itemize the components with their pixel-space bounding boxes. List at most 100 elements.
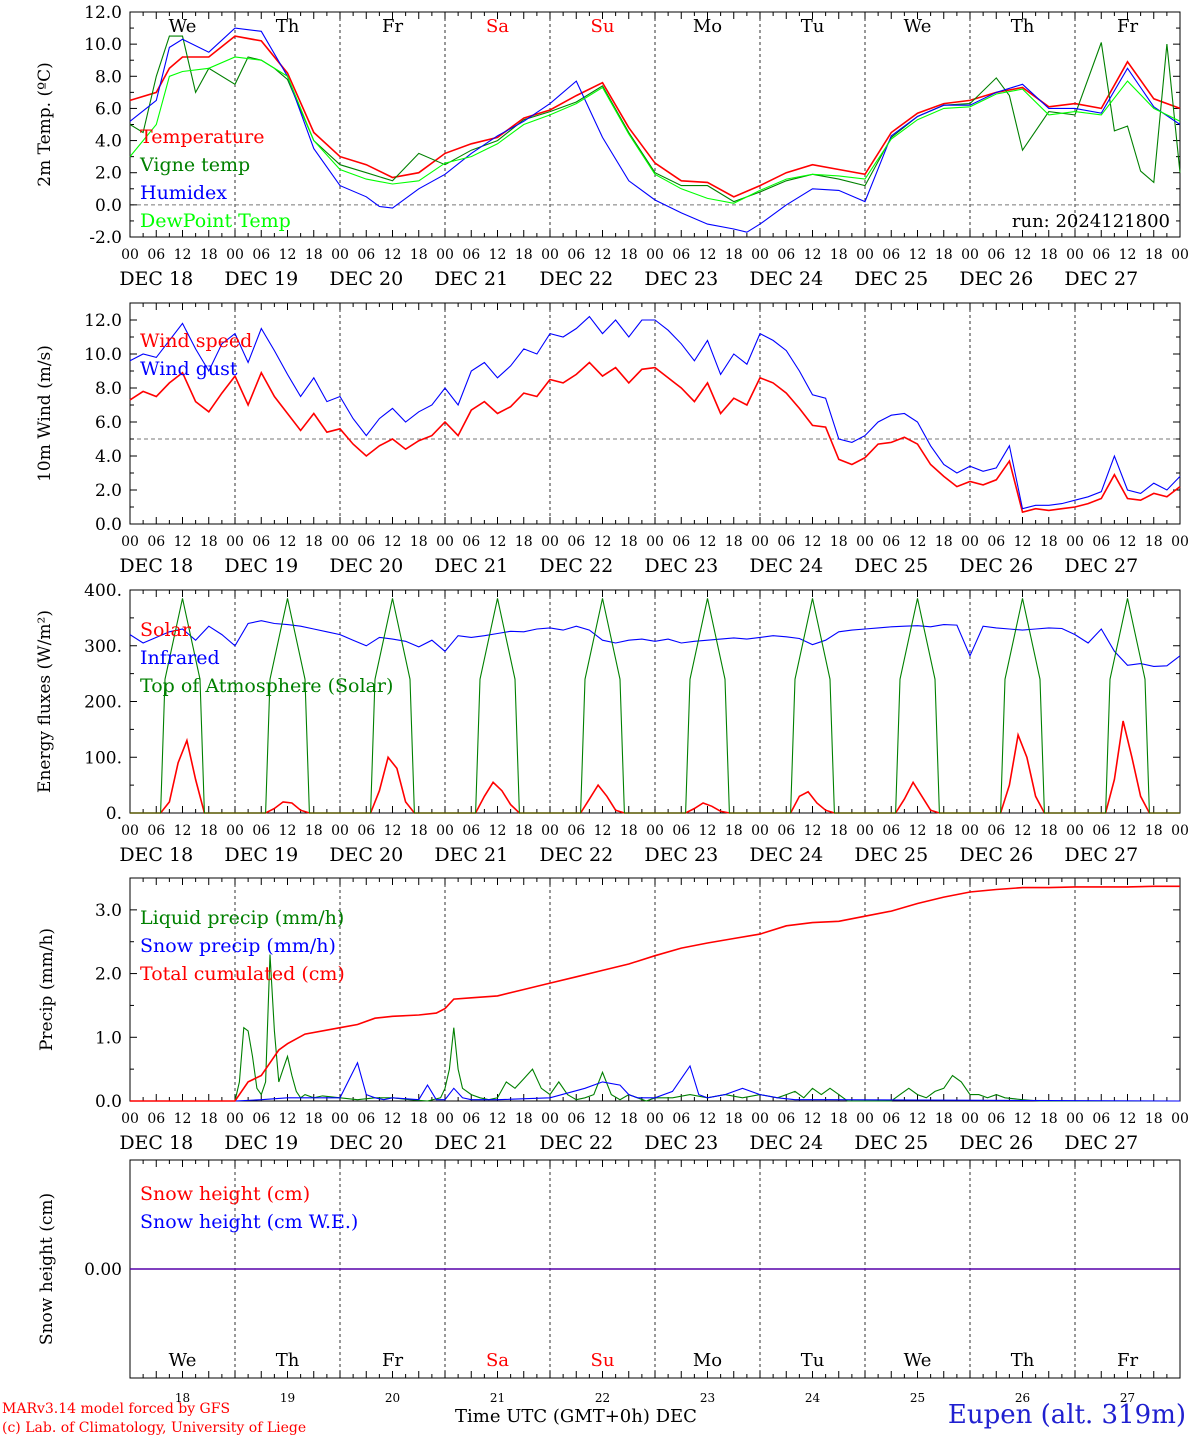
x-hour-label: 12 — [1014, 1111, 1032, 1127]
x-hour-label: 18 — [620, 534, 638, 550]
x-hour-label: 00 — [226, 823, 244, 839]
x-hour-label: 18 — [515, 823, 533, 839]
x-hour-label: 06 — [777, 1111, 795, 1127]
day-name-label: We — [169, 16, 197, 37]
x-hour-label: 06 — [147, 247, 165, 263]
x-hour-label: 06 — [357, 1111, 375, 1127]
x-hour-label: 18 — [305, 1111, 323, 1127]
series-line-infrared — [129, 620, 1181, 667]
x-hour-label: 12 — [174, 534, 192, 550]
x-hour-label: 18 — [1040, 1111, 1058, 1127]
legend-entry: Liquid precip (mm/h) — [140, 907, 344, 929]
x-hour-label: 00 — [1171, 823, 1189, 839]
legend-entry: Snow height (cm W.E.) — [140, 1211, 358, 1233]
x-hour-label: 18 — [410, 823, 428, 839]
x-hour-label: 06 — [462, 247, 480, 263]
y-tick-label: 8.0 — [95, 379, 122, 399]
x-date-label: DEC 21 — [434, 844, 508, 866]
x-hour-label: 00 — [1066, 534, 1084, 550]
y-tick-label: 0.00 — [84, 1260, 122, 1280]
x-hour-label: 06 — [672, 247, 690, 263]
x-hour-label: 00 — [751, 534, 769, 550]
x-hour-label: 06 — [777, 247, 795, 263]
x-hour-label: 12 — [1014, 534, 1032, 550]
x-hour-label: 18 — [830, 247, 848, 263]
x-date-label: DEC 19 — [224, 844, 298, 866]
x-hour-label: 18 — [1145, 1111, 1163, 1127]
x-hour-label: 18 — [620, 247, 638, 263]
series-line-top-of-atmosphere-solar- — [130, 598, 1180, 814]
legend-entry: Infrared — [140, 647, 220, 669]
y-tick-label: 8.0 — [95, 67, 122, 87]
x-hour-label: 06 — [777, 534, 795, 550]
x-hour-label: 18 — [515, 1111, 533, 1127]
x-date-label: DEC 20 — [329, 268, 403, 290]
x-hour-label: 06 — [1092, 823, 1110, 839]
x-hour-label: 00 — [646, 823, 664, 839]
y-tick-label: 200. — [84, 693, 122, 713]
y-tick-label: 0.0 — [95, 1092, 122, 1112]
y-tick-label: 6.0 — [95, 99, 122, 119]
x-hour-label: 12 — [384, 823, 402, 839]
x-hour-label: 06 — [1092, 247, 1110, 263]
y-tick-label: 12.0 — [84, 3, 122, 23]
x-hour-label: 12 — [489, 1111, 507, 1127]
series-line-total-cumulated-cm- — [130, 885, 1180, 1102]
x-hour-label: 00 — [961, 823, 979, 839]
x-hour-label: 12 — [804, 534, 822, 550]
series-line-dewpoint-temp — [129, 56, 1181, 204]
x-hour-label: 00 — [961, 534, 979, 550]
x-hour-label: 12 — [174, 1111, 192, 1127]
x-date-label: DEC 18 — [119, 844, 193, 866]
y-axis-label: 10m Wind (m/s) — [35, 345, 55, 482]
day-name-label: Fr — [382, 1350, 403, 1371]
x-hour-label: 00 — [436, 534, 454, 550]
series-line-liquid-precip-mm-h- — [130, 954, 1180, 1102]
y-axis-label: 2m Temp. (ºC) — [35, 62, 55, 187]
x-hour-label: 06 — [672, 534, 690, 550]
panel-snow: 0.00 Snow height (cm) We Th Fr Sa Su Mo Tu We Th Fr… — [37, 1159, 1181, 1405]
day-name-label: We — [904, 1350, 932, 1371]
x-hour-label: 06 — [987, 247, 1005, 263]
x-hour-label: 18 — [410, 1111, 428, 1127]
x-date-label: DEC 24 — [749, 268, 823, 290]
x-hour-label: 18 — [725, 1111, 743, 1127]
legend-entry: Snow height (cm) — [140, 1183, 310, 1205]
time-axis-month: DEC — [655, 1406, 697, 1427]
x-hour-label: 00 — [331, 1111, 349, 1127]
x-hour-label: 06 — [882, 1111, 900, 1127]
x-hour-label: 12 — [804, 247, 822, 263]
x-date-label: DEC 22 — [539, 1132, 613, 1154]
x-date-label: DEC 22 — [539, 844, 613, 866]
x-hour-label: 00 — [961, 1111, 979, 1127]
x-day-number: 19 — [280, 1391, 295, 1405]
x-date-label: DEC 18 — [119, 1132, 193, 1154]
x-hour-label: 18 — [1040, 823, 1058, 839]
legend-entry: DewPoint Temp — [140, 210, 291, 232]
x-date-label: DEC 22 — [539, 268, 613, 290]
day-name-label: Fr — [1117, 1350, 1138, 1371]
x-hour-label: 06 — [1092, 534, 1110, 550]
x-hour-label: 00 — [1171, 534, 1189, 550]
x-hour-label: 12 — [279, 534, 297, 550]
x-hour-label: 06 — [987, 534, 1005, 550]
x-date-label: DEC 25 — [854, 844, 928, 866]
x-hour-label: 00 — [646, 534, 664, 550]
legend-entry: Temperature — [140, 126, 264, 148]
x-hour-label: 18 — [200, 1111, 218, 1127]
x-hour-label: 06 — [777, 823, 795, 839]
x-hour-label: 12 — [699, 823, 717, 839]
y-axis-label: Snow height (cm) — [37, 1193, 57, 1345]
x-date-label: DEC 18 — [119, 555, 193, 577]
series-line-snow-precip-mm-h- — [130, 1061, 1181, 1102]
x-hour-label: 00 — [226, 534, 244, 550]
footer-copyright: (c) Lab. of Climatology, University of L… — [2, 1420, 307, 1436]
panel-frame — [129, 589, 1181, 814]
x-day-number: 23 — [700, 1391, 715, 1405]
x-day-number: 24 — [805, 1391, 821, 1405]
x-hour-label: 18 — [1145, 823, 1163, 839]
x-hour-label: 12 — [699, 534, 717, 550]
x-hour-label: 18 — [410, 247, 428, 263]
time-axis-label: Time UTC (GMT+0h) DEC — [455, 1406, 697, 1427]
x-date-label: DEC 23 — [644, 268, 718, 290]
